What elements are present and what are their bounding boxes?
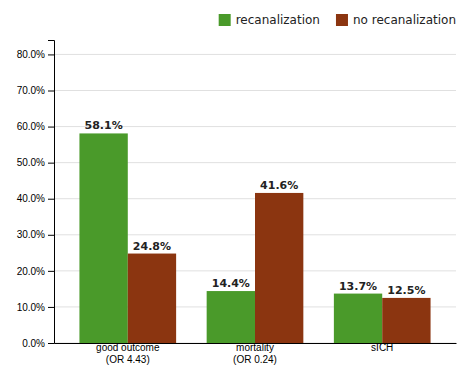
bar: [334, 294, 382, 343]
legend-swatch: [219, 14, 231, 26]
tick-label: 60.0%: [17, 121, 45, 132]
tick-label: 50.0%: [17, 157, 45, 168]
legend-item: recanalization: [219, 13, 320, 27]
tick: 80.0%: [17, 49, 54, 60]
tick: good outcome(OR 4.43): [96, 342, 160, 365]
legend-label: recanalization: [236, 13, 320, 27]
tick: 30.0%: [17, 229, 54, 240]
tick-mark: [48, 343, 54, 344]
tick-mark: [48, 235, 54, 236]
grid-line: [54, 54, 456, 55]
bars: [79, 133, 430, 343]
legend-swatch: [336, 14, 348, 26]
tick: 50.0%: [17, 157, 54, 168]
data-label: 13.7%: [339, 280, 377, 293]
data-label: 12.5%: [387, 284, 425, 297]
tick-mark: [48, 307, 54, 308]
tick-mark: [48, 91, 54, 92]
tick-label: 70.0%: [17, 85, 45, 96]
data-label: 41.6%: [260, 179, 298, 192]
tick-label: 40.0%: [17, 193, 45, 204]
data-labels: 58.1% 14.4% 13.7% 24.8% 41.6% 12.5%: [85, 119, 426, 296]
tick: mortality(OR 0.24): [233, 342, 277, 365]
tick: 70.0%: [17, 85, 54, 96]
tick: 60.0%: [17, 121, 54, 132]
tick-mark: [48, 163, 54, 164]
plot: 58.1% 14.4% 13.7% 24.8% 41.6% 12.5% 0.0% 10.0% 2…: [17, 41, 457, 366]
tick-label: sICH: [371, 342, 393, 353]
bar: [128, 254, 176, 343]
tick-label: 20.0%: [17, 266, 45, 277]
tick: 20.0%: [17, 266, 54, 277]
tick-label: 80.0%: [17, 49, 45, 60]
bar: [255, 193, 303, 343]
axis-line: [48, 41, 55, 344]
tick: 40.0%: [17, 193, 54, 204]
tick: 0.0%: [22, 338, 54, 349]
tick-label: mortality(OR 0.24): [233, 342, 277, 365]
tick: 10.0%: [17, 302, 54, 313]
bar: [79, 133, 127, 343]
grid-line: [54, 90, 456, 91]
bar: [382, 298, 430, 343]
tick-mark: [48, 127, 54, 128]
data-label: 24.8%: [133, 240, 171, 253]
tick-label: 0.0%: [22, 338, 45, 349]
data-label: 58.1%: [85, 119, 123, 132]
bar: [207, 291, 255, 343]
chart: 58.1% 14.4% 13.7% 24.8% 41.6% 12.5% 0.0% 10.0% 2…: [0, 0, 474, 389]
legend-item: no recanalization: [336, 13, 456, 27]
x-axis: good outcome(OR 4.43) mortality(OR 0.24) s…: [55, 342, 457, 365]
legend-label: no recanalization: [353, 13, 456, 27]
tick-mark: [48, 271, 54, 272]
tick-label: good outcome(OR 4.43): [96, 342, 160, 365]
tick-mark: [48, 54, 54, 55]
grid: [54, 54, 456, 343]
tick: sICH: [371, 342, 393, 353]
data-label: 14.4%: [212, 277, 250, 290]
legend: recanalization no recanalization: [219, 13, 456, 27]
tick-label: 10.0%: [17, 302, 45, 313]
y-axis: 0.0% 10.0% 20.0% 30.0% 40.0% 50.0% 60.0% 70.0% 8…: [17, 41, 55, 349]
tick-label: 30.0%: [17, 229, 45, 240]
tick-mark: [48, 199, 54, 200]
